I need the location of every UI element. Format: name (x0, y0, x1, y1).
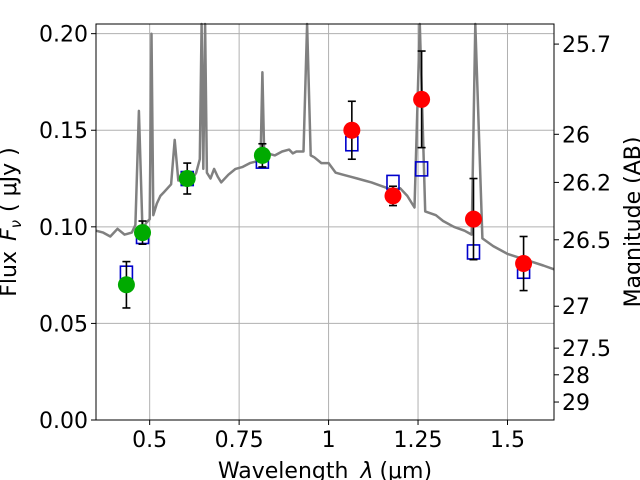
x-tick-label: 1 (322, 428, 336, 453)
x-tick-label: 1.25 (394, 428, 443, 453)
y2-axis-label: Magnitude (AB) (621, 137, 640, 308)
mag-tick-label: 28 (562, 364, 590, 389)
red-data-point (413, 90, 431, 108)
y-tick-label: 0.20 (39, 23, 88, 48)
mag-tick-label: 29 (562, 391, 590, 416)
x-axis-label: Wavelength λ (μm) (218, 459, 432, 480)
y-axis-label: FluxFν( μJy ) (0, 147, 25, 296)
sed-layer (95, 22, 555, 271)
x-tick-label: 1.5 (490, 428, 525, 453)
sed-line (95, 22, 555, 271)
mag-tick-label: 26.2 (562, 171, 611, 196)
tick-labels: 0.5 0.75 1 1.25 1.5 0.00 0.05 0.10 0.15 0.20 25.7 2… (39, 23, 611, 453)
y-tick-label: 0.00 (39, 409, 88, 434)
mag-tick-label: 26 (562, 123, 590, 148)
marker-layer (117, 50, 533, 309)
mag-tick-label: 25.7 (562, 33, 611, 58)
red-data-point (464, 210, 482, 228)
x-tick-label: 0.75 (215, 428, 264, 453)
mag-tick-label: 27.5 (562, 337, 611, 362)
green-data-point (178, 170, 196, 188)
y-tick-label: 0.10 (39, 216, 88, 241)
green-data-point (117, 276, 135, 294)
mag-tick-label: 26.5 (562, 229, 611, 254)
x-tick-label: 0.5 (132, 428, 167, 453)
y-tick-label: 0.05 (39, 312, 88, 337)
plot-frame (95, 23, 555, 421)
y-tick-label: 0.15 (39, 119, 88, 144)
red-data-point (515, 255, 533, 273)
red-data-point (384, 187, 402, 205)
tick-marks (91, 33, 559, 425)
model-square (414, 161, 429, 177)
mag-tick-label: 27 (562, 295, 590, 320)
grid (96, 24, 554, 421)
green-data-point (253, 146, 271, 164)
green-data-point (134, 224, 152, 242)
red-data-point (343, 121, 361, 139)
